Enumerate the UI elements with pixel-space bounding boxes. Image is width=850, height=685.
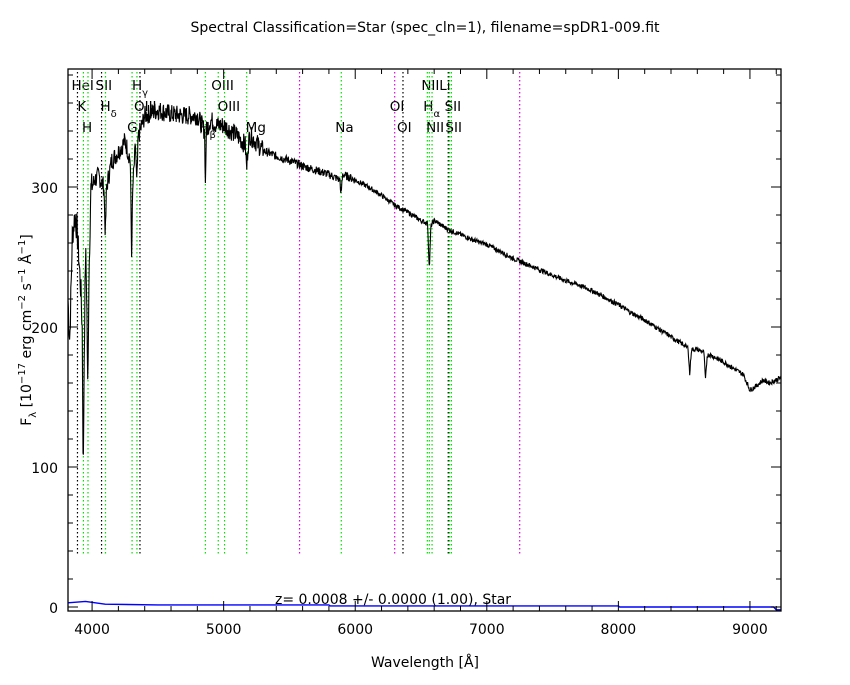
series-error — [67, 600, 781, 611]
plot-frame — [67, 68, 782, 612]
x-axis-label: Wavelength [Å] — [371, 654, 479, 671]
y-label-part-main: F — [19, 418, 35, 426]
line-label: Hγ — [132, 78, 148, 99]
y-label-part-close: ] — [19, 234, 35, 239]
series-layer — [67, 102, 782, 611]
chart-title: Spectral Classification=Star (spec_cln=1… — [190, 20, 660, 36]
line-label: SII — [96, 78, 113, 94]
x-tick-label: 5000 — [206, 622, 242, 638]
line-label: Mg — [246, 120, 266, 136]
y-label-part-rest: [10 — [19, 384, 35, 412]
y-label-part-mid2: s — [19, 283, 35, 295]
line-label: OIII — [218, 99, 241, 115]
redshift-annotation: z= 0.0008 +/- 0.0000 (1.00), Star — [275, 592, 511, 608]
y-axis-label: Fλ [10−17 erg cm−2 s−1 Å−1] — [17, 234, 39, 426]
x-tick-label: 7000 — [469, 622, 505, 638]
y-label-part-mid: erg cm — [19, 310, 35, 363]
y-label-part-e4: −1 — [17, 240, 28, 255]
line-label: Li — [439, 78, 450, 94]
x-tick-label: 8000 — [601, 622, 637, 638]
x-tick-label: 6000 — [337, 622, 373, 638]
y-label-part-sub: λ — [28, 412, 39, 418]
y-label-part-e2: −2 — [17, 295, 28, 310]
y-tick-label: 0 — [49, 601, 58, 617]
line-label: HeI — [71, 78, 93, 94]
y-label-part-end: Å — [18, 254, 35, 268]
line-label: Na — [335, 120, 353, 136]
line-label: K — [77, 99, 87, 115]
x-tick-label: 4000 — [74, 622, 110, 638]
line-label: Hδ — [100, 99, 116, 120]
line-label: Hβ — [199, 120, 216, 141]
line-label: OI — [397, 120, 412, 136]
axis-ticks: 4000 5000 6000 7000 8000 9000 0 100 200 300 — [31, 69, 781, 638]
y-axis-label-text: Fλ [10−17 erg cm−2 s−1 Å−1] — [17, 234, 39, 426]
line-label: OIII — [211, 78, 234, 94]
x-tick-label: 9000 — [732, 622, 768, 638]
line-label: NII — [426, 120, 444, 136]
line-label: Hα — [423, 99, 440, 120]
line-label: SII — [445, 99, 462, 115]
y-tick-label: 100 — [31, 461, 58, 477]
line-label: OI — [390, 99, 405, 115]
series-flux — [67, 102, 782, 455]
line-label: H — [82, 120, 92, 136]
line-label: G — [127, 120, 137, 136]
y-tick-label: 200 — [31, 321, 58, 337]
y-label-part-e3: −1 — [17, 268, 28, 283]
line-label: SII — [445, 120, 462, 136]
y-tick-label: 300 — [31, 181, 58, 197]
line-label: NII — [421, 78, 439, 94]
y-label-part-e1: −17 — [17, 363, 28, 384]
